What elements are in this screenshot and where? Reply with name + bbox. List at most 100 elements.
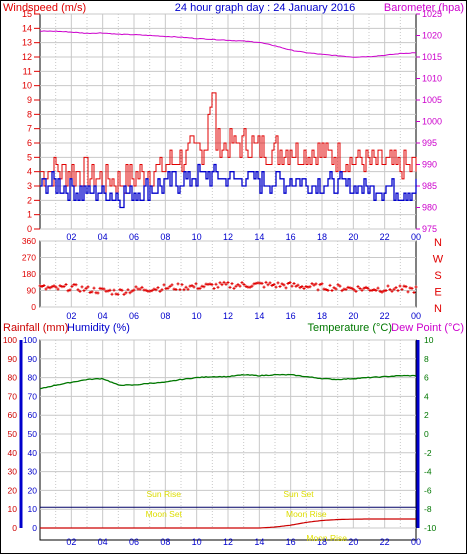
windspeed-tick-label: 11 <box>23 66 32 76</box>
direction-tick-label: 360 <box>22 236 36 246</box>
humidity-tick-label: 0 <box>32 523 37 533</box>
direction-point <box>118 288 122 292</box>
direction-point <box>344 287 348 291</box>
direction-point <box>46 285 50 289</box>
x-tick-label: 02 <box>66 232 76 242</box>
direction-point <box>340 289 344 293</box>
temperature-tick-label: 8 <box>424 354 429 364</box>
direction-point <box>272 283 276 287</box>
direction-point <box>248 285 252 289</box>
direction-point <box>132 288 136 292</box>
temperature-tick-label: -2 <box>424 448 432 458</box>
direction-point <box>168 284 172 288</box>
x-tick-label: 20 <box>348 311 358 321</box>
rainfall-series-line <box>40 518 416 529</box>
direction-point <box>358 287 362 291</box>
direction-point <box>216 285 220 289</box>
x-tick-label: 12 <box>223 311 233 321</box>
barometer-tick-label: 1025 <box>422 9 442 19</box>
direction-point <box>346 285 350 289</box>
x-tick-label: 10 <box>192 232 202 242</box>
direction-point <box>194 282 198 286</box>
direction-point <box>238 284 242 288</box>
direction-point <box>304 285 308 289</box>
direction-point <box>276 281 280 285</box>
direction-point <box>290 284 294 288</box>
humidity-tick-label: 80 <box>28 373 38 383</box>
humidity-tick-label: 90 <box>28 354 38 364</box>
wind-panel: 0123456789101112131415975980985990995100… <box>22 9 442 242</box>
direction-point <box>174 287 178 291</box>
windspeed-tick-label: 6 <box>27 138 32 148</box>
direction-point <box>90 290 94 294</box>
direction-point <box>360 288 364 292</box>
humidity-axis-label: Humidity (%) <box>67 322 130 334</box>
barometer-tick-label: 1020 <box>422 31 442 41</box>
direction-point <box>268 281 272 285</box>
direction-point <box>180 283 184 287</box>
x-tick-label: 06 <box>129 311 139 321</box>
direction-point <box>332 286 336 290</box>
humidity-tick-label: 30 <box>28 467 38 477</box>
temperature-tick-label: -8 <box>424 504 432 514</box>
x-tick-label: 14 <box>254 311 264 321</box>
x-tick-label: 14 <box>254 537 264 547</box>
direction-point <box>334 287 338 291</box>
humidity-tick-label: 50 <box>28 429 38 439</box>
direction-point <box>392 287 396 291</box>
direction-point <box>198 286 202 290</box>
barometer-tick-label: 1005 <box>422 95 442 105</box>
direction-point <box>302 286 306 290</box>
direction-point <box>308 285 312 289</box>
direction-point <box>242 283 246 287</box>
direction-point <box>48 286 52 290</box>
direction-point <box>144 288 148 292</box>
direction-point <box>184 285 188 289</box>
direction-point <box>282 283 286 287</box>
barometer-tick-label: 975 <box>422 224 437 234</box>
direction-point <box>138 287 142 291</box>
direction-point <box>108 288 112 292</box>
direction-point <box>262 285 266 289</box>
direction-point <box>54 285 58 289</box>
direction-point <box>234 284 238 288</box>
x-tick-label: 12 <box>223 232 233 242</box>
temperature-tick-label: -6 <box>424 485 432 495</box>
x-tick-label: 08 <box>160 537 170 547</box>
barometer-tick-label: 985 <box>422 181 437 191</box>
x-tick-label: 04 <box>98 537 108 547</box>
direction-point <box>240 281 244 285</box>
direction-point <box>122 292 126 296</box>
direction-point <box>64 283 68 287</box>
direction-tick-label: 0 <box>31 302 36 312</box>
direction-point <box>286 281 290 285</box>
rainfall-tick-label: 0 <box>12 523 17 533</box>
direction-point <box>218 281 222 285</box>
x-tick-label: 16 <box>286 232 296 242</box>
temperature-axis-label: Temperature (°C) <box>308 322 392 334</box>
x-tick-label: 18 <box>317 537 327 547</box>
direction-tick-label: 90 <box>27 286 37 296</box>
direction-point <box>244 284 248 288</box>
direction-point <box>70 284 74 288</box>
direction-point <box>336 283 340 287</box>
windspeed-tick-label: 8 <box>27 109 32 119</box>
direction-point <box>160 288 164 292</box>
direction-point <box>192 285 196 289</box>
direction-point <box>330 289 334 293</box>
direction-point <box>162 283 166 287</box>
direction-point <box>80 285 84 289</box>
humidity-tick-label: 20 <box>28 485 38 495</box>
direction-point <box>58 284 62 288</box>
windspeed-tick-label: 14 <box>22 23 32 33</box>
compass-label: N <box>434 237 442 249</box>
windspeed-tick-label: 12 <box>22 52 32 62</box>
direction-point <box>42 284 46 288</box>
direction-point <box>186 287 190 291</box>
barometer-tick-label: 995 <box>422 138 437 148</box>
direction-point <box>396 289 400 293</box>
windspeed-tick-label: 10 <box>22 81 32 91</box>
